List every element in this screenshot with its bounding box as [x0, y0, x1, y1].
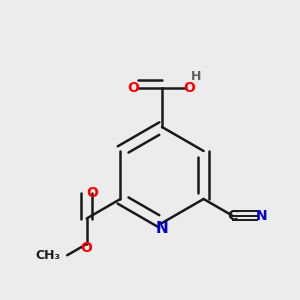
Text: O: O: [127, 81, 139, 95]
Text: O: O: [184, 81, 196, 95]
Text: C: C: [227, 208, 237, 223]
Text: H: H: [191, 70, 202, 83]
Text: CH₃: CH₃: [36, 249, 61, 262]
Text: N: N: [256, 208, 267, 223]
Text: O: O: [80, 241, 92, 255]
Text: O: O: [86, 186, 98, 200]
Text: N: N: [156, 221, 168, 236]
